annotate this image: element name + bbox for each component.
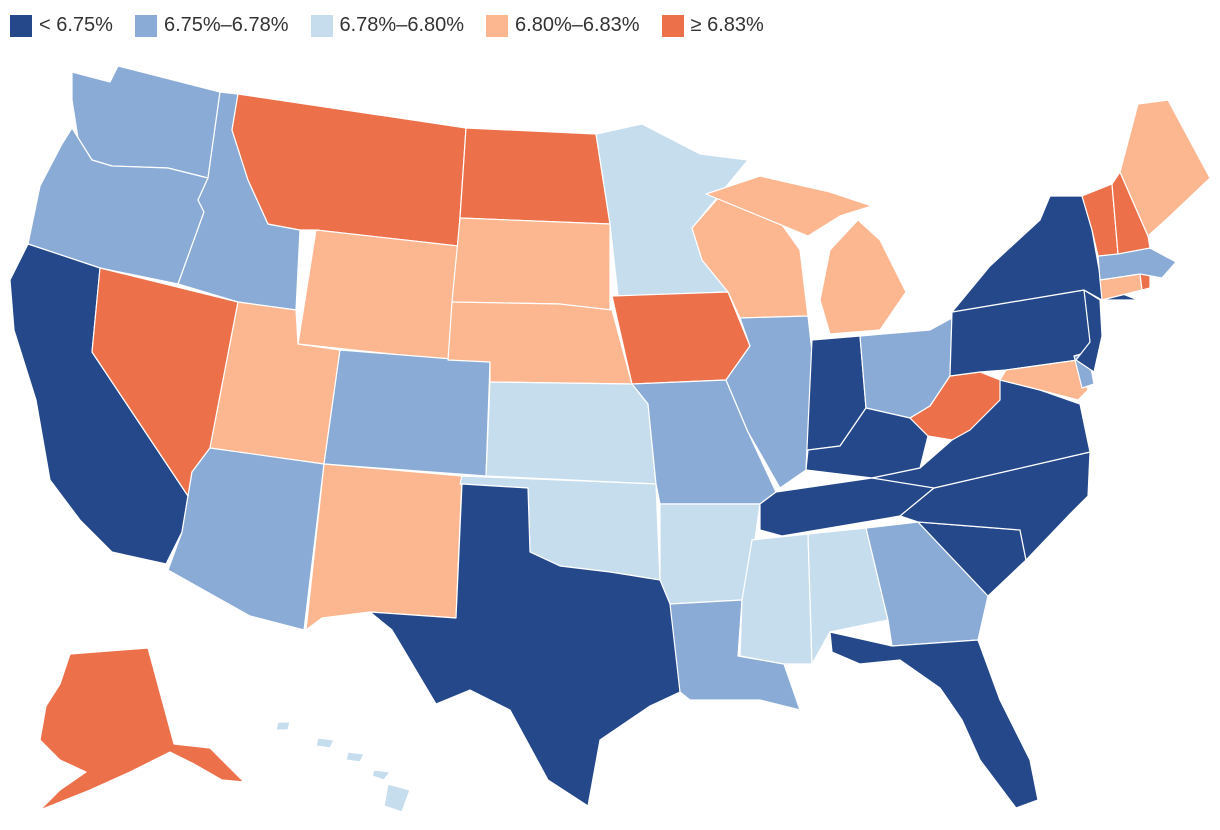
legend-swatch	[310, 14, 333, 37]
state-alaska[interactable]	[39, 647, 245, 811]
legend-label: 6.78%–6.80%	[339, 14, 465, 36]
legend-item-6-78-6-80: 6.78%–6.80%	[310, 14, 465, 37]
legend-item-lt-6-75: < 6.75%	[10, 14, 113, 37]
state-mississippi[interactable]	[739, 533, 813, 665]
state-florida[interactable]	[829, 631, 1039, 809]
legend-item-6-75-6-78: 6.75%–6.78%	[134, 14, 289, 37]
state-alabama[interactable]	[807, 527, 889, 665]
legend-swatch	[134, 14, 157, 37]
state-hawaii[interactable]	[275, 721, 411, 813]
state-louisiana[interactable]	[669, 599, 801, 711]
state-montana[interactable]	[231, 93, 467, 247]
state-new-jersey[interactable]	[1075, 289, 1103, 373]
state-arizona[interactable]	[167, 447, 325, 631]
state-maine[interactable]	[1119, 99, 1211, 237]
legend-swatch	[10, 14, 32, 37]
legend-label: 6.80%–6.83%	[515, 14, 640, 36]
state-west-virginia[interactable]	[909, 371, 1001, 441]
state-texas[interactable]	[369, 483, 681, 807]
legend: < 6.75% 6.75%–6.78% 6.78%–6.80% 6.80%–6.…	[10, 14, 786, 37]
state-illinois[interactable]	[725, 315, 813, 489]
legend-label: < 6.75%	[39, 14, 113, 36]
legend-item-gte-6-83: ≥ 6.83%	[661, 14, 764, 37]
state-wyoming[interactable]	[297, 229, 459, 361]
legend-swatch	[661, 14, 684, 37]
state-south-dakota[interactable]	[451, 217, 611, 317]
state-colorado[interactable]	[323, 349, 491, 477]
state-michigan[interactable]	[705, 175, 907, 335]
legend-label: 6.75%–6.78%	[163, 14, 289, 36]
state-vermont[interactable]	[1081, 183, 1119, 257]
legend-label: ≥ 6.83%	[690, 14, 764, 36]
legend-swatch	[486, 14, 509, 37]
legend-item-6-80-6-83: 6.80%–6.83%	[486, 14, 640, 37]
state-new-mexico[interactable]	[305, 463, 463, 631]
state-new-hampshire[interactable]	[1111, 171, 1151, 255]
state-north-dakota[interactable]	[459, 127, 611, 225]
state-iowa[interactable]	[611, 291, 751, 385]
state-kansas[interactable]	[485, 381, 657, 485]
